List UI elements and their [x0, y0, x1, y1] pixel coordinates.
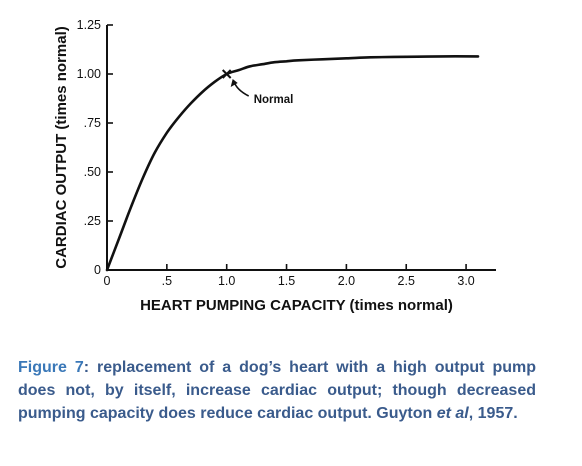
- y-tick-label: .75: [84, 116, 101, 130]
- x-axis-title: HEART PUMPING CAPACITY (times normal): [140, 297, 453, 314]
- normal-marker: [221, 69, 232, 79]
- x-tick-label: 1.0: [218, 274, 235, 288]
- caption-text: : replacement of a dog’s heart with a hi…: [18, 359, 537, 422]
- caption-label: Figure 7: [18, 359, 84, 376]
- cardiac-output-chart: 0 .25 .50 .75 1.00 1.25 0 .5 1.0 1.5 2.0 2.5 3.0 No…: [53, 18, 496, 314]
- y-tick-label: .25: [84, 214, 101, 228]
- y-tick-label: .50: [84, 165, 101, 179]
- caption-italic: et al: [436, 405, 469, 422]
- x-tick-label: 3.0: [457, 274, 474, 288]
- x-tick-label: 0: [104, 274, 111, 288]
- caption-tail: , 1957.: [468, 405, 518, 422]
- normal-arrowhead: [230, 79, 238, 87]
- x-tick-label: 2.5: [398, 274, 415, 288]
- x-tick-label: 1.5: [278, 274, 295, 288]
- y-tick-label: 1.25: [77, 18, 101, 32]
- figure-caption: Figure 7: replacement of a dog’s heart w…: [18, 356, 536, 425]
- x-tick-label: 2.0: [338, 274, 355, 288]
- x-tick-label: .5: [162, 274, 172, 288]
- cardiac-output-curve: [105, 55, 480, 272]
- y-tick-label: 1.00: [77, 67, 101, 81]
- y-axis-title: CARDIAC OUTPUT (times normal): [53, 26, 70, 269]
- normal-label: Normal: [254, 94, 294, 106]
- x-ticks: 0 .5 1.0 1.5 2.0 2.5 3.0: [104, 264, 475, 288]
- y-ticks: 0 .25 .50 .75 1.00 1.25: [77, 18, 113, 277]
- annotations: Normal: [221, 69, 294, 106]
- y-tick-label: 0: [94, 263, 101, 277]
